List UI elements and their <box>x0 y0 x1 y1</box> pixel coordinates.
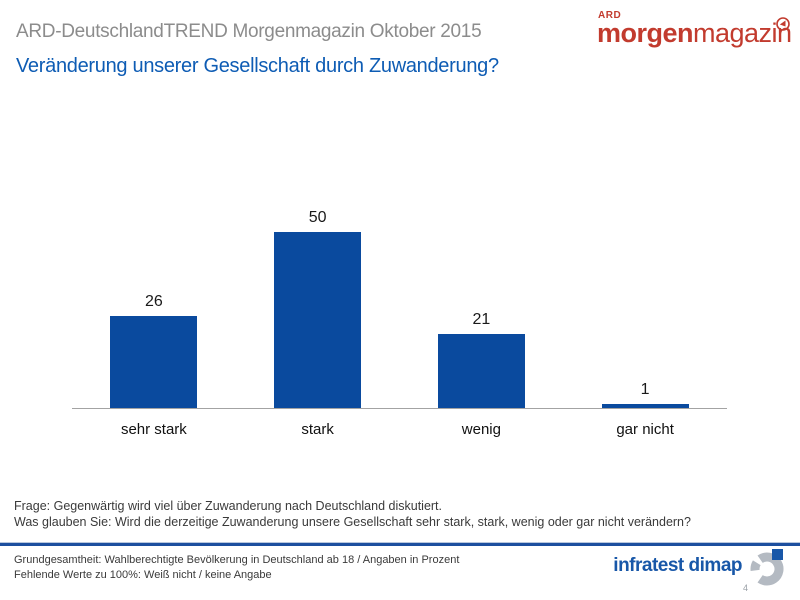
bar-category-label: sehr stark <box>120 421 187 438</box>
morgenmagazin-logo: ARD morgenmagazin <box>595 8 792 52</box>
bar-value-label: 50 <box>308 209 327 226</box>
bar-category-label: stark <box>301 421 334 438</box>
page-title: Veränderung unserer Gesellschaft durch Z… <box>16 55 499 77</box>
bar-category-label: wenig <box>461 421 501 438</box>
bar-value-label: 26 <box>144 293 163 311</box>
footer-note-line-2: Fehlende Werte zu 100%: Weiß nicht / kei… <box>14 568 272 581</box>
infratest-dimap-logo-icon <box>748 548 786 586</box>
bar-gar-nicht <box>601 404 689 408</box>
question-line-2: Was glauben Sie: Wird die derzeitige Zuw… <box>14 515 691 529</box>
report-supertitle: ARD-DeutschlandTREND Morgenmagazin Oktob… <box>16 21 482 42</box>
bar-wenig <box>437 334 525 408</box>
ard-label: ARD <box>598 10 622 21</box>
bar-stark <box>274 232 362 408</box>
morgenmagazin-wordmark: morgenmagazin <box>597 18 792 48</box>
bar-chart: 26 sehr stark 50 stark 21 wenig 1 gar nicht <box>72 180 727 438</box>
bar-sehr-stark <box>110 316 198 408</box>
page-number: 4 <box>742 583 748 593</box>
question-text: Frage: Gegenwärtig wird viel über Zuwand… <box>14 498 794 530</box>
question-line-1: Frage: Gegenwärtig wird viel über Zuwand… <box>14 499 443 513</box>
bar-value-label: 21 <box>472 311 491 329</box>
footer-notes: Grundgesamtheit: Wahlberechtigte Bevölke… <box>14 553 574 582</box>
footer-note-line-1: Grundgesamtheit: Wahlberechtigte Bevölke… <box>14 554 460 566</box>
bar-value-label: 1 <box>640 381 650 399</box>
bar-category-label: gar nicht <box>616 421 674 438</box>
footer-divider-line <box>0 542 800 546</box>
infratest-dimap-wordmark: infratest dimap <box>613 555 742 576</box>
ard-circle-icon <box>776 17 790 31</box>
